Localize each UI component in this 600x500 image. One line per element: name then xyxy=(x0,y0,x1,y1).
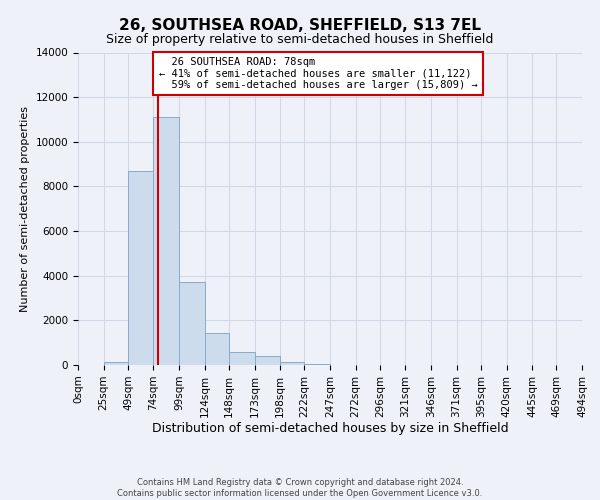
Text: 26, SOUTHSEA ROAD, SHEFFIELD, S13 7EL: 26, SOUTHSEA ROAD, SHEFFIELD, S13 7EL xyxy=(119,18,481,32)
Text: Size of property relative to semi-detached houses in Sheffield: Size of property relative to semi-detach… xyxy=(106,32,494,46)
Bar xyxy=(254,356,280,365)
X-axis label: Distribution of semi-detached houses by size in Sheffield: Distribution of semi-detached houses by … xyxy=(152,422,508,436)
Y-axis label: Number of semi-detached properties: Number of semi-detached properties xyxy=(20,106,30,312)
Bar xyxy=(304,364,330,365)
Text: 26 SOUTHSEA ROAD: 78sqm
← 41% of semi-detached houses are smaller (11,122)
  59%: 26 SOUTHSEA ROAD: 78sqm ← 41% of semi-de… xyxy=(158,57,478,90)
Bar xyxy=(104,362,128,365)
Bar xyxy=(205,332,229,365)
Bar xyxy=(154,117,179,365)
Bar xyxy=(179,282,205,365)
Bar xyxy=(280,362,304,365)
Text: Contains HM Land Registry data © Crown copyright and database right 2024.
Contai: Contains HM Land Registry data © Crown c… xyxy=(118,478,482,498)
Bar xyxy=(128,171,154,365)
Bar xyxy=(229,352,254,365)
